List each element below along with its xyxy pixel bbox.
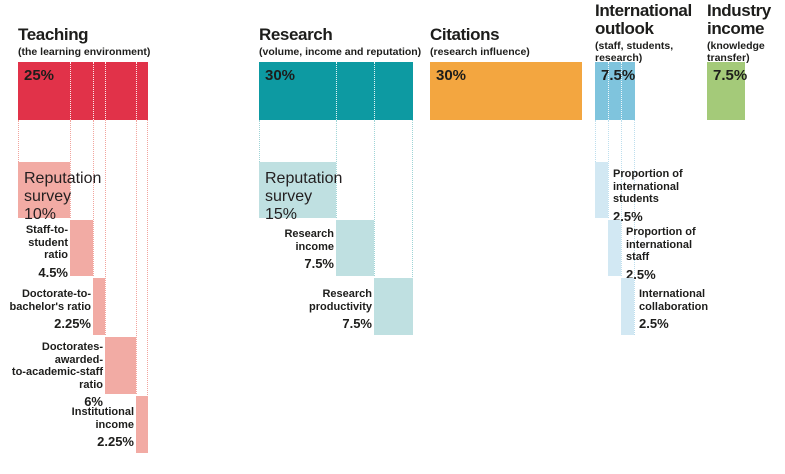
bar-divider [608,62,609,120]
international-outlook-weight: 7.5% [601,67,636,84]
teaching-sub-bar-institutional-income [136,396,148,453]
research-sub-bar-research-income [336,220,374,276]
sub-label: Staff-to- student ratio 4.5% [25,224,68,280]
sub-label: Institutional income 2.25% [71,406,134,449]
sub-label: International collaboration 2.5% [639,288,709,331]
teaching-guide-line [136,120,137,394]
research-sub-bar-reputation-survey: Reputation survey 15% [259,162,342,223]
teaching-guide-line [70,120,71,218]
sub-label: Reputation survey 15% [265,170,343,223]
citations-title: Citations [430,25,500,44]
teaching-header: Teaching (the learning environment) [18,26,150,59]
international-sub-bar-collaboration [621,278,634,335]
research-guide-line [374,120,375,276]
international-outlook-subtitle: (staff, students, research) [595,40,674,64]
citations-weight: 30% [436,67,467,84]
research-guide-line [259,120,260,162]
industry-income-title: Industry income [707,1,771,38]
teaching-sub-bar-reputation-survey: Reputation survey 10% [18,162,101,223]
citations-main-bar: 30% [430,62,582,120]
research-header: Research (volume, income and reputation) [259,26,421,59]
citations-header: Citations (research influence) [430,26,530,59]
sub-label: Doctorate-to- bachelor's ratio 2.25% [9,288,91,331]
teaching-sub-bar-staff-student-ratio [70,220,93,276]
teaching-guide-line [147,120,148,453]
teaching-guide-line [105,120,106,335]
teaching-weight: 25% [24,67,55,84]
bar-divider [105,62,106,120]
sub-label: Research income 7.5% [284,228,334,271]
sub-label: Research productivity 7.5% [309,288,372,331]
industry-income-header: Industry income (knowledge transfer) [707,2,771,64]
bar-divider [136,62,137,120]
bar-divider [93,62,94,120]
sub-label: Doctorates-awarded- to-academic-staff ra… [11,341,103,409]
bar-divider [336,62,337,120]
bar-divider [621,62,622,120]
research-main-bar: 30% [259,62,413,120]
sub-label: Reputation survey 10% [24,170,102,223]
bar-divider [374,62,375,120]
research-guide-line [336,120,337,218]
teaching-main-bar: 25% [18,62,148,120]
international-guide-line [621,120,622,276]
international-guide-line [595,120,596,162]
teaching-subtitle: (the learning environment) [18,46,151,58]
research-title: Research [259,25,333,44]
teaching-guide-line [18,120,19,162]
bar-divider [70,62,71,120]
international-sub-bar-staff [608,220,621,276]
industry-income-main-bar: 7.5% [707,62,748,120]
teaching-title: Teaching [18,25,89,44]
international-guide-line [634,120,635,335]
industry-income-subtitle: (knowledge transfer) [707,40,765,64]
international-outlook-main-bar: 7.5% [595,62,635,120]
sub-label: Proportion of international staff 2.5% [626,226,696,282]
international-outlook-title: International outlook [595,1,692,38]
international-sub-bar-students [595,162,608,218]
citations-subtitle: (research influence) [430,46,530,58]
teaching-sub-bar-doctorate-bachelor-ratio [93,278,105,335]
industry-income-weight: 7.5% [713,67,748,84]
research-sub-bar-research-productivity [374,278,413,335]
international-outlook-header: International outlook (staff, students, … [595,2,692,64]
teaching-sub-bar-doctorates-awarded-ratio [105,337,136,394]
research-subtitle: (volume, income and reputation) [259,46,422,58]
research-weight: 30% [265,67,296,84]
international-guide-line [608,120,609,218]
teaching-guide-line [93,120,94,276]
research-guide-line [412,120,413,335]
sub-label: Proportion of international students 2.5… [613,168,683,224]
